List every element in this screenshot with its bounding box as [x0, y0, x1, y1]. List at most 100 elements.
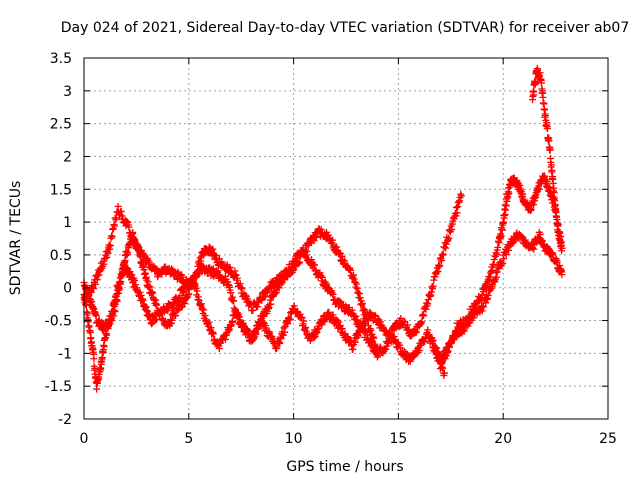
- series-track-4: [428, 228, 566, 365]
- data-point: [429, 336, 437, 344]
- data-point: [429, 282, 437, 290]
- data-point: [310, 334, 318, 342]
- data-point: [148, 320, 156, 328]
- data-point: [453, 209, 461, 217]
- y-tick-label: 2.5: [50, 117, 72, 133]
- data-point: [543, 178, 551, 186]
- data-point: [499, 259, 507, 267]
- data-point: [124, 249, 132, 257]
- data-point: [546, 183, 554, 191]
- data-point: [91, 280, 99, 288]
- data-point: [497, 232, 505, 240]
- data-point: [286, 316, 294, 324]
- data-point: [544, 124, 552, 132]
- data-point: [100, 343, 108, 351]
- data-point: [452, 212, 460, 220]
- data-point: [177, 303, 185, 311]
- data-point: [424, 326, 432, 334]
- x-tick-label: 15: [389, 431, 407, 447]
- data-point: [441, 369, 449, 377]
- data-point: [129, 230, 137, 238]
- data-point: [494, 243, 502, 251]
- data-point: [488, 266, 496, 274]
- data-point: [108, 233, 116, 241]
- data-point: [535, 185, 543, 193]
- data-point: [445, 234, 453, 242]
- data-point: [152, 315, 160, 323]
- data-point: [436, 261, 444, 269]
- data-point: [112, 214, 120, 222]
- data-point: [245, 329, 253, 337]
- data-point: [254, 325, 262, 333]
- y-tick-label: 0: [63, 281, 72, 297]
- y-tick-label: -1.5: [45, 379, 72, 395]
- data-point: [418, 318, 426, 326]
- data-point: [541, 173, 549, 181]
- data-point: [125, 223, 133, 231]
- data-point: [114, 202, 122, 210]
- data-point: [530, 245, 538, 253]
- data-point: [136, 288, 144, 296]
- data-point: [542, 176, 550, 184]
- x-tick-label: 20: [494, 431, 512, 447]
- data-point: [267, 300, 275, 308]
- series-track-3: [80, 190, 465, 361]
- data-point: [548, 166, 556, 174]
- data-point: [215, 344, 223, 352]
- data-point: [382, 345, 390, 353]
- data-point: [249, 306, 257, 314]
- data-point: [415, 346, 423, 354]
- data-point: [482, 299, 490, 307]
- data-point: [93, 385, 101, 393]
- y-tick-label: 0.5: [50, 248, 72, 264]
- data-point: [296, 258, 304, 266]
- data-point: [521, 236, 529, 244]
- data-point: [397, 314, 405, 322]
- data-point: [479, 303, 487, 311]
- data-markers: [80, 65, 566, 393]
- x-tick-label: 25: [599, 431, 617, 447]
- y-tick-label: -1: [58, 346, 72, 362]
- data-point: [111, 222, 119, 230]
- data-point: [558, 244, 566, 252]
- data-point: [238, 285, 246, 293]
- data-point: [558, 271, 566, 279]
- grid: [84, 58, 608, 419]
- data-point: [538, 79, 546, 87]
- data-point: [333, 316, 341, 324]
- data-point: [193, 287, 201, 295]
- x-tick-label: 10: [285, 431, 303, 447]
- data-point: [207, 324, 215, 332]
- data-point: [106, 242, 114, 250]
- data-point: [230, 297, 238, 305]
- x-axis-label: GPS time / hours: [286, 459, 403, 475]
- data-point: [545, 137, 553, 145]
- data-point: [92, 312, 100, 320]
- series-track-5: [436, 172, 566, 373]
- data-point: [442, 240, 450, 248]
- x-tick-label: 0: [80, 431, 89, 447]
- y-axis-label: SDTVAR / TECUs: [8, 181, 24, 296]
- data-point: [193, 271, 201, 279]
- data-point: [176, 295, 184, 303]
- data-point: [420, 312, 428, 320]
- series-track-6: [529, 65, 566, 255]
- data-point: [172, 312, 180, 320]
- y-tick-label: 2: [63, 149, 72, 165]
- data-point: [469, 308, 477, 316]
- data-point: [196, 260, 204, 268]
- data-point: [325, 308, 333, 316]
- data-point: [434, 267, 442, 275]
- data-point: [552, 213, 560, 221]
- data-point: [103, 331, 111, 339]
- y-tick-label: -2: [58, 412, 72, 428]
- data-point: [351, 338, 359, 346]
- data-point: [104, 249, 112, 257]
- y-tick-label: 3.5: [50, 51, 72, 67]
- data-point: [131, 276, 139, 284]
- data-point: [200, 306, 208, 314]
- data-point: [530, 87, 538, 95]
- series-track-2: [80, 261, 449, 393]
- data-point: [422, 305, 430, 313]
- data-point: [273, 344, 281, 352]
